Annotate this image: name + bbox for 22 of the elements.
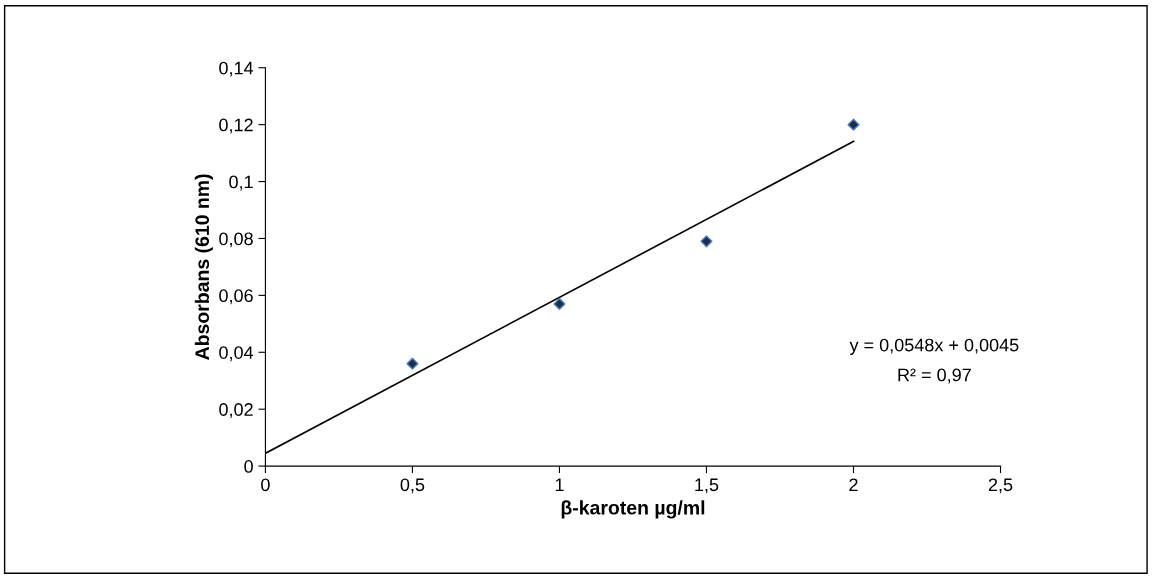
- x-tick-label: 1,5: [695, 478, 719, 494]
- x-tick-label: 1: [555, 478, 564, 491]
- y-tick-label: 0,14: [219, 61, 254, 77]
- point: [553, 297, 566, 310]
- y-tick-label: 0,04: [219, 346, 254, 362]
- annotation: R² = 0,97: [898, 368, 971, 384]
- y-tick-label: 0,06: [219, 289, 253, 305]
- x-tick-label: 0: [261, 478, 270, 492]
- y-tick-label: 0: [244, 460, 253, 473]
- annotation: y = 0,0548x + 0,0045: [849, 338, 1019, 355]
- x-axis-title: β-karoten µg/ml: [561, 500, 705, 519]
- x-tick-label: 2,5: [988, 478, 1013, 494]
- x-tick-label: 2: [849, 478, 858, 491]
- y-tick-label: 0,1: [229, 175, 253, 191]
- point: [700, 235, 713, 248]
- point: [847, 118, 860, 131]
- x-tick-label: 0,5: [400, 478, 425, 494]
- y-axis-title: Absorbans (610 nm): [194, 174, 213, 360]
- point: [406, 357, 419, 370]
- y-tick-label: 0,12: [219, 118, 253, 134]
- y-tick-label: 0,08: [219, 232, 253, 248]
- y-tick-label: 0,02: [219, 403, 253, 419]
